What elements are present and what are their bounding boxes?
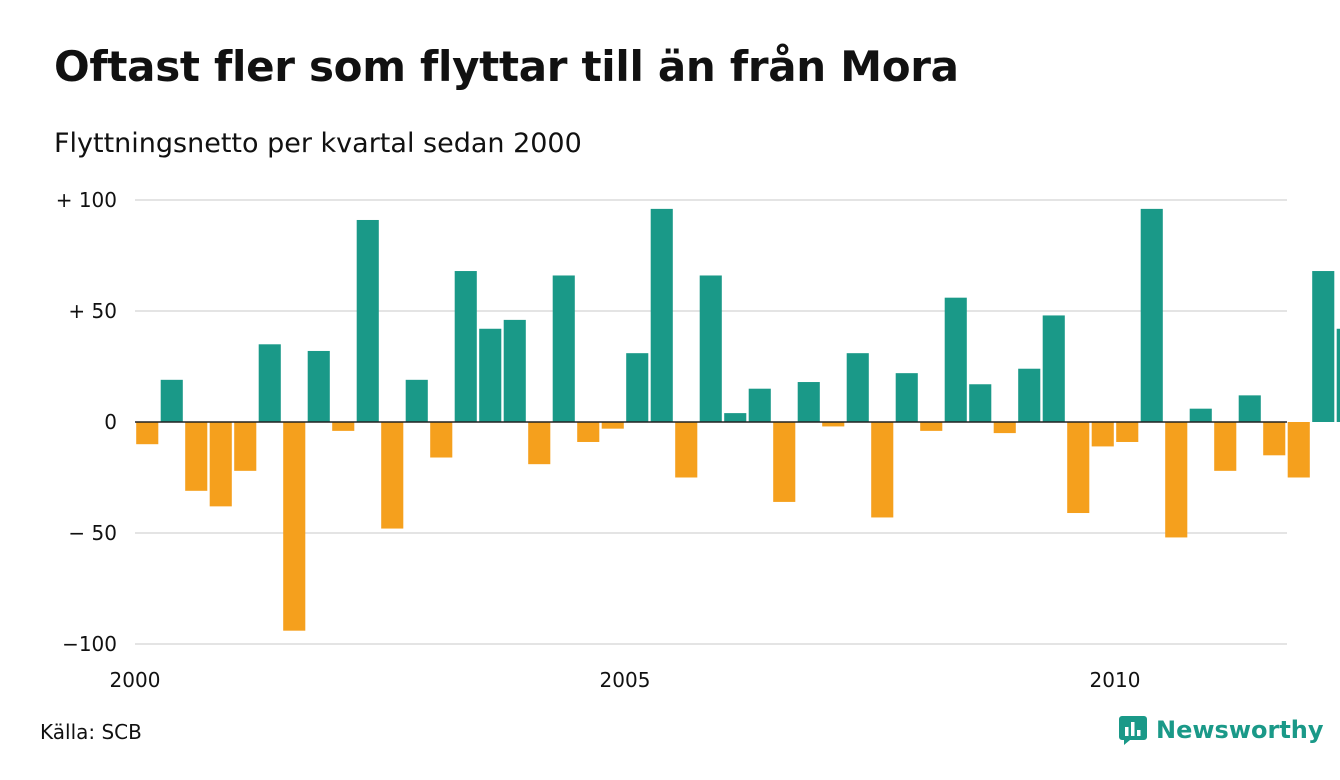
bar bbox=[699, 275, 722, 422]
newsworthy-logo-icon bbox=[1119, 716, 1147, 745]
x-tick-label: 2000 bbox=[110, 668, 161, 692]
bar bbox=[209, 422, 232, 507]
bar bbox=[1214, 422, 1237, 471]
source-note: Källa: SCB bbox=[40, 720, 142, 744]
y-tick-label: + 100 bbox=[56, 188, 117, 212]
x-tick-label: 2005 bbox=[600, 668, 651, 692]
bar bbox=[1336, 328, 1340, 422]
bar bbox=[552, 275, 575, 422]
grid-lines bbox=[135, 199, 1287, 645]
bar bbox=[1312, 271, 1335, 422]
bar bbox=[430, 422, 453, 458]
bar-chart: + 100+ 500− 50−10020002005201020152020 bbox=[56, 188, 1340, 692]
bar bbox=[846, 353, 869, 422]
chart-title: Oftast fler som flyttar till än från Mor… bbox=[54, 42, 959, 91]
bar bbox=[1091, 422, 1114, 447]
bar bbox=[871, 422, 894, 518]
bar bbox=[503, 319, 526, 422]
y-tick-label: −100 bbox=[62, 632, 117, 656]
bar bbox=[1263, 422, 1286, 456]
bar bbox=[405, 379, 428, 422]
y-tick-label: + 50 bbox=[68, 299, 117, 323]
bar bbox=[356, 219, 379, 422]
bar bbox=[626, 353, 649, 422]
y-tick-label: 0 bbox=[104, 410, 117, 434]
bar bbox=[454, 271, 477, 422]
brand-name: Newsworthy bbox=[1156, 716, 1324, 744]
bar bbox=[160, 379, 183, 422]
bar bbox=[234, 422, 257, 471]
brand-logo: Newsworthy bbox=[1118, 714, 1324, 746]
y-tick-label: − 50 bbox=[68, 521, 117, 545]
bar bbox=[332, 422, 355, 431]
bar bbox=[822, 422, 845, 427]
bar bbox=[601, 422, 624, 429]
bar bbox=[185, 422, 208, 491]
bar bbox=[528, 422, 551, 465]
bar bbox=[1287, 422, 1310, 478]
bar bbox=[1018, 368, 1041, 422]
bar bbox=[748, 388, 771, 422]
axis-labels: + 100+ 500− 50−10020002005201020152020 bbox=[56, 188, 1287, 692]
bar bbox=[1067, 422, 1090, 514]
bar bbox=[724, 413, 747, 422]
bars bbox=[136, 208, 1340, 631]
bar bbox=[797, 382, 820, 422]
x-tick-label: 2010 bbox=[1090, 668, 1141, 692]
bar bbox=[675, 422, 698, 478]
bar bbox=[895, 373, 918, 422]
bar bbox=[773, 422, 796, 502]
bar bbox=[1189, 408, 1212, 422]
bar bbox=[136, 422, 159, 445]
bar bbox=[1116, 422, 1139, 442]
bar bbox=[993, 422, 1016, 434]
bar bbox=[650, 208, 673, 422]
bar bbox=[479, 328, 502, 422]
chart-subtitle: Flyttningsnetto per kvartal sedan 2000 bbox=[54, 128, 582, 159]
bar bbox=[969, 384, 992, 422]
bar bbox=[307, 350, 330, 422]
bar bbox=[1042, 315, 1065, 422]
bar bbox=[283, 422, 306, 631]
bar bbox=[577, 422, 600, 442]
bar bbox=[1238, 395, 1261, 422]
bar bbox=[258, 344, 281, 422]
bar bbox=[944, 297, 967, 422]
bar bbox=[381, 422, 404, 529]
bar bbox=[1140, 208, 1163, 422]
bar bbox=[1165, 422, 1188, 538]
bar bbox=[920, 422, 943, 431]
